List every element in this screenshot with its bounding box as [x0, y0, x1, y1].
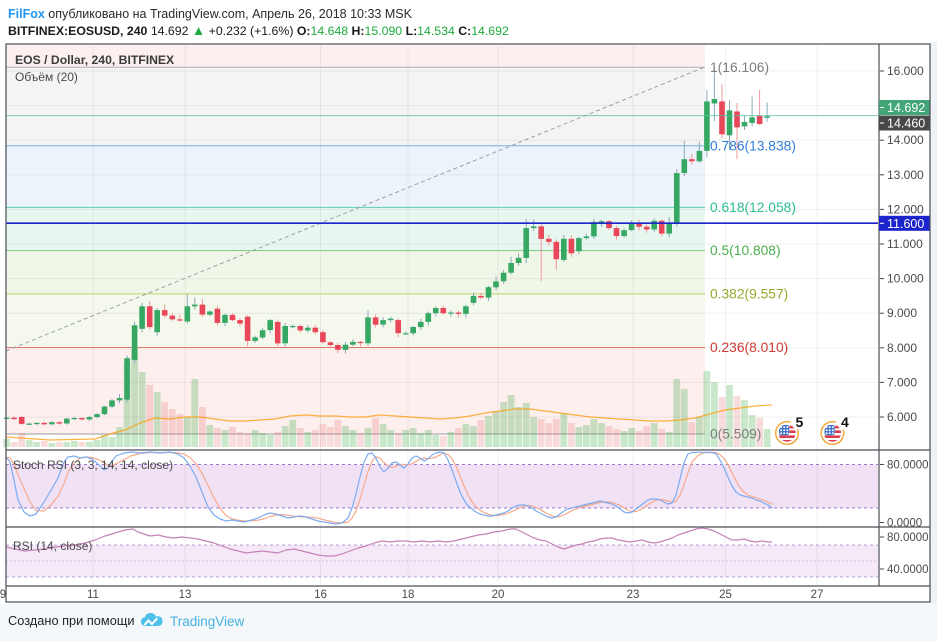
svg-text:13.000: 13.000	[887, 168, 924, 182]
svg-text:6.000: 6.000	[887, 410, 917, 424]
svg-text:14.460: 14.460	[887, 117, 925, 131]
svg-text:0.0000: 0.0000	[887, 518, 922, 530]
svg-text:4: 4	[841, 414, 849, 430]
svg-text:20: 20	[492, 589, 505, 601]
svg-text:9.000: 9.000	[887, 306, 917, 320]
svg-text:80.0000: 80.0000	[887, 532, 929, 544]
svg-text:RSI (14, close): RSI (14, close)	[13, 539, 92, 553]
svg-text:80.0000: 80.0000	[887, 460, 929, 472]
svg-text:10.000: 10.000	[887, 272, 924, 286]
svg-text:27: 27	[811, 589, 824, 601]
svg-text:14.692: 14.692	[887, 101, 925, 115]
svg-text:23: 23	[627, 589, 640, 601]
svg-text:12.000: 12.000	[887, 202, 924, 216]
svg-text:18: 18	[402, 589, 415, 601]
svg-text:Объём (20): Объём (20)	[15, 70, 78, 84]
svg-text:14.000: 14.000	[887, 133, 924, 147]
svg-text:FilFox опубликовано на Trading: FilFox опубликовано на TradingView.com, …	[8, 7, 413, 21]
svg-text:Stoch RSI (3, 3, 14, 14, close: Stoch RSI (3, 3, 14, 14, close)	[13, 458, 173, 472]
svg-text:0.5(10.808): 0.5(10.808)	[710, 243, 781, 258]
svg-text:0.382(9.557): 0.382(9.557)	[710, 287, 788, 302]
svg-text:11: 11	[87, 589, 99, 601]
svg-text:16.000: 16.000	[887, 64, 924, 78]
svg-text:13: 13	[179, 589, 192, 601]
svg-text:16: 16	[314, 589, 327, 601]
svg-text:0.618(12.058): 0.618(12.058)	[710, 200, 796, 215]
svg-text:8.000: 8.000	[887, 341, 917, 355]
svg-text:1(16.106): 1(16.106)	[710, 60, 769, 75]
svg-text:BITFINEX:EOSUSD, 240 14.692 ▲: BITFINEX:EOSUSD, 240 14.692 ▲ +0.232 (+1…	[8, 23, 509, 38]
svg-text:0.236(8.010): 0.236(8.010)	[710, 340, 788, 355]
svg-text:25: 25	[719, 589, 732, 601]
svg-text:11.600: 11.600	[887, 217, 924, 231]
svg-text:5: 5	[796, 414, 804, 430]
svg-text:0.786(13.838): 0.786(13.838)	[710, 138, 796, 153]
svg-text:40.0000: 40.0000	[887, 564, 929, 576]
svg-text:11.000: 11.000	[887, 237, 923, 251]
svg-text:7.000: 7.000	[887, 375, 917, 389]
svg-text:Создано при помощи: Создано при помощи	[8, 613, 135, 628]
svg-text:0(5.509): 0(5.509)	[710, 427, 761, 442]
svg-text:EOS / Dollar, 240, BITFINEX: EOS / Dollar, 240, BITFINEX	[15, 53, 175, 67]
svg-text:9: 9	[0, 589, 6, 601]
svg-text:TradingView: TradingView	[170, 614, 245, 629]
